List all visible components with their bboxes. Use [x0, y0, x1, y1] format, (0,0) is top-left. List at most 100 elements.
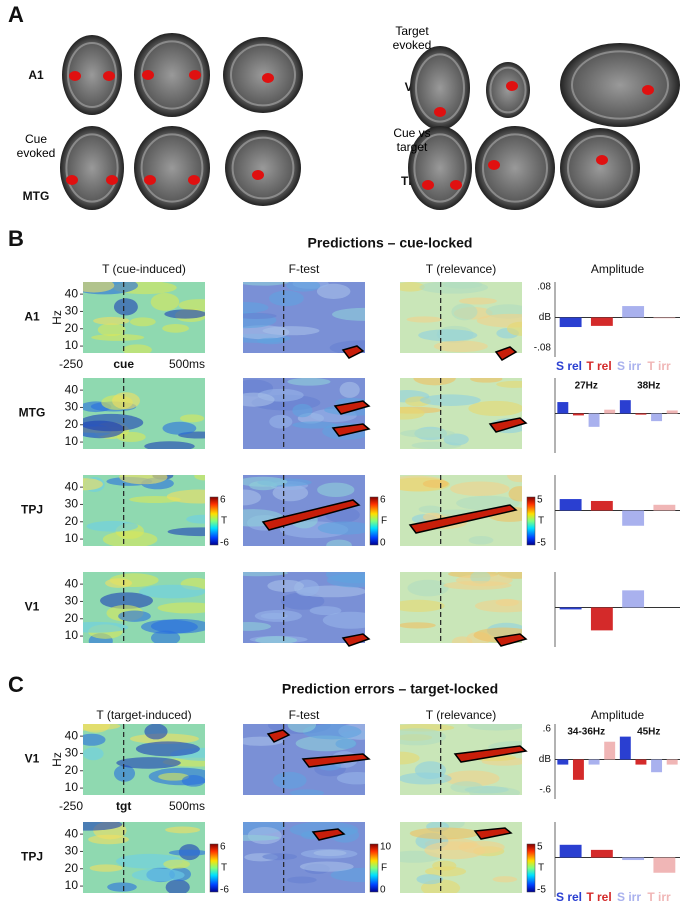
colorbar-label: T: [221, 863, 227, 874]
colorbar-max: 5: [537, 842, 543, 853]
heatmap-blob: [467, 724, 522, 731]
brain-inner: [482, 133, 548, 203]
group-label: Target evoked: [392, 24, 432, 52]
x-tick-label: -250: [59, 799, 83, 813]
heatmap: [400, 378, 522, 449]
significant-cluster: [341, 345, 365, 359]
x-tick-label: 500ms: [169, 799, 205, 813]
heatmap-blob: [144, 724, 168, 740]
heatmap-blob: [112, 392, 141, 410]
activation: [142, 70, 154, 80]
heatmap-blob: [450, 781, 483, 793]
heatmap-blob: [243, 489, 262, 506]
brain-inner: [67, 42, 117, 108]
heatmap-blob: [269, 414, 293, 429]
colorbar-max: 6: [220, 495, 226, 506]
group-label: 45Hz: [637, 727, 660, 738]
y-tick-label: 20: [65, 861, 79, 875]
heatmap-blob: [262, 853, 298, 861]
colorbar: [209, 843, 219, 893]
activation: [103, 71, 115, 81]
heatmap-blob: [287, 378, 331, 386]
heatmap-blob: [168, 849, 205, 856]
amp-bar: [666, 759, 678, 765]
heatmap-blob: [83, 724, 111, 733]
panel-title: Prediction errors – target-locked: [282, 681, 498, 697]
amp-bar: [619, 400, 631, 414]
heatmap-blob: [118, 610, 151, 622]
heatmap-blob: [83, 822, 123, 831]
brain-inner: [415, 53, 465, 123]
significant-cluster: [333, 400, 371, 415]
heatmap-blob: [335, 738, 357, 749]
amp-bar: [590, 500, 613, 511]
brain-slice: [486, 62, 530, 118]
colorbar: [209, 496, 219, 546]
legend-entry: S rel: [556, 890, 582, 904]
amp-bar: [622, 306, 645, 318]
activation: [642, 85, 654, 95]
panel-label: C: [8, 672, 24, 697]
heatmap-blob: [418, 329, 478, 342]
amp-bar: [653, 504, 676, 511]
row-label: V1: [25, 752, 40, 766]
brain-inner: [571, 50, 669, 120]
group-label: Cue evoked: [16, 132, 56, 160]
colorbar: [369, 843, 379, 893]
heatmap: [400, 724, 522, 795]
heatmap-blob: [289, 789, 324, 795]
column-header: T (relevance): [426, 708, 496, 722]
brain-inner: [140, 40, 204, 110]
group-label: Cue vs target: [393, 126, 431, 154]
heatmap-blob: [162, 421, 197, 435]
heatmap-blob: [400, 429, 455, 438]
heatmap-blob: [243, 282, 289, 286]
activation: [262, 73, 274, 83]
group-label: 34-36Hz: [567, 727, 605, 738]
heatmap-blob: [332, 307, 365, 321]
amp-bar: [666, 410, 678, 414]
heatmap-blob: [443, 580, 512, 590]
colorbar-label: T: [221, 516, 227, 527]
y-tick-label: 30: [65, 844, 79, 858]
column-header: Amplitude: [591, 708, 645, 722]
y-tick-label: 20: [65, 763, 79, 777]
column-header: Amplitude: [591, 262, 645, 276]
colorbar-label: F: [381, 863, 387, 874]
brain-slice: [60, 126, 124, 210]
heatmap-blob: [178, 299, 205, 312]
heatmap-blob: [406, 316, 443, 323]
group-label: 38Hz: [637, 381, 660, 392]
colorbar: [526, 843, 536, 893]
brain-inner: [489, 66, 527, 114]
amp-tick-label: dB: [539, 754, 552, 765]
significant-cluster: [494, 346, 518, 361]
heatmap: [83, 475, 205, 546]
colorbar-label: T: [538, 516, 544, 527]
y-tick-label: 30: [65, 594, 79, 608]
amp-bar: [588, 413, 600, 427]
brain-inner: [231, 136, 295, 200]
panel-label: B: [8, 226, 24, 251]
heatmap-blob: [165, 879, 190, 893]
heatmap-blob: [157, 602, 205, 614]
heatmap-blob: [179, 414, 205, 423]
heatmap: [83, 572, 205, 643]
amp-bar: [651, 759, 663, 773]
heatmap-blob: [150, 293, 180, 311]
colorbar-max: 5: [537, 495, 543, 506]
heatmap-blob: [451, 303, 478, 321]
colorbar: [369, 496, 379, 546]
y-tick-label: 40: [65, 576, 79, 590]
x-tick-label: cue: [113, 357, 134, 371]
heatmap-blob: [470, 378, 503, 383]
brain-slice: [134, 33, 210, 117]
heatmap: [400, 572, 522, 643]
panel-label: A: [8, 2, 24, 27]
heatmap-blob: [131, 868, 185, 882]
heatmap-blob: [97, 323, 126, 337]
heatmap-blob: [497, 572, 522, 579]
panel-title: Predictions – cue-locked: [308, 235, 473, 251]
